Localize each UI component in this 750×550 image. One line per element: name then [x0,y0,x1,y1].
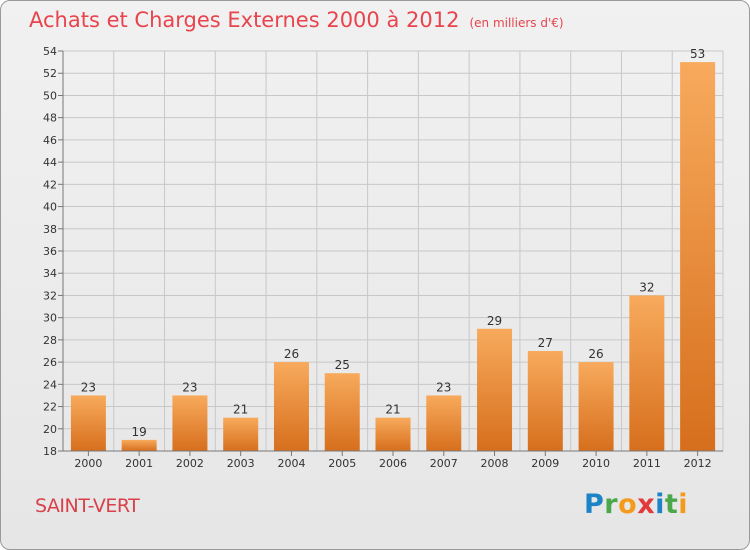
bar-value-label: 23 [81,380,96,394]
x-tick-label: 2007 [430,457,458,470]
bar-value-label: 19 [132,425,147,439]
x-tick-label: 2006 [379,457,407,470]
x-tick-label: 2010 [582,457,610,470]
x-tick-label: 2002 [176,457,204,470]
bar-value-label: 53 [690,47,705,61]
bar [375,417,411,451]
bar [527,351,563,451]
y-tick-label: 36 [43,245,57,258]
logo-letter: x [637,489,656,520]
y-tick-label: 20 [43,423,57,436]
bar-value-label: 21 [385,403,400,417]
bar [172,395,208,451]
unit-label: (en milliers d'€) [469,16,564,30]
x-tick-label: 2012 [684,457,712,470]
y-tick-label: 18 [43,445,57,458]
bar-value-label: 26 [588,347,603,361]
x-tick-label: 2011 [633,457,661,470]
bar [273,362,309,451]
logo-letter: r [604,489,619,520]
logo-letter: i [678,489,689,520]
bar-value-label: 25 [335,358,350,372]
x-tick-label: 2000 [74,457,102,470]
logo-letter: o [618,489,638,520]
logo-letter: P [584,489,605,520]
y-tick-label: 38 [43,223,57,236]
x-tick-label: 2008 [481,457,509,470]
proxiti-logo: Proxiti [584,489,688,520]
y-tick-label: 34 [43,267,57,280]
bar-value-label: 32 [639,280,654,294]
y-tick-label: 50 [43,89,57,102]
x-tick-label: 2005 [328,457,356,470]
bar [629,295,665,451]
y-tick-label: 28 [43,334,57,347]
bar-value-label: 21 [233,403,248,417]
y-tick-label: 26 [43,356,57,369]
bar [578,362,614,451]
y-tick-label: 48 [43,112,57,125]
logo-letter: i [655,489,665,520]
bar [680,62,716,451]
y-tick-label: 40 [43,201,57,214]
x-tick-label: 2009 [531,457,559,470]
y-tick-label: 24 [43,378,57,391]
x-tick-label: 2001 [125,457,153,470]
bar [477,328,513,451]
y-tick-label: 42 [43,178,57,191]
bar [70,395,106,451]
bar-value-label: 23 [436,380,451,394]
logo-letter: t [664,489,679,520]
x-tick-label: 2003 [227,457,255,470]
bar [121,439,157,451]
bar [223,417,259,451]
y-tick-label: 54 [43,45,57,58]
bar-value-label: 27 [538,336,553,350]
y-tick-label: 22 [43,401,57,414]
bar [324,373,360,451]
y-tick-label: 44 [43,156,57,169]
chart-title: Achats et Charges Externes 2000 à 2012 (e… [29,8,564,32]
bar-value-label: 26 [284,347,299,361]
bar-value-label: 23 [182,380,197,394]
commune-name: SAINT-VERT [35,495,140,517]
title-text: Achats et Charges Externes 2000 à 2012 [29,8,460,32]
y-tick-label: 52 [43,67,57,80]
bar-value-label: 29 [487,314,502,328]
y-tick-label: 46 [43,134,57,147]
y-tick-label: 30 [43,312,57,325]
bar [426,395,462,451]
y-tick-label: 32 [43,289,57,302]
x-tick-label: 2004 [277,457,305,470]
